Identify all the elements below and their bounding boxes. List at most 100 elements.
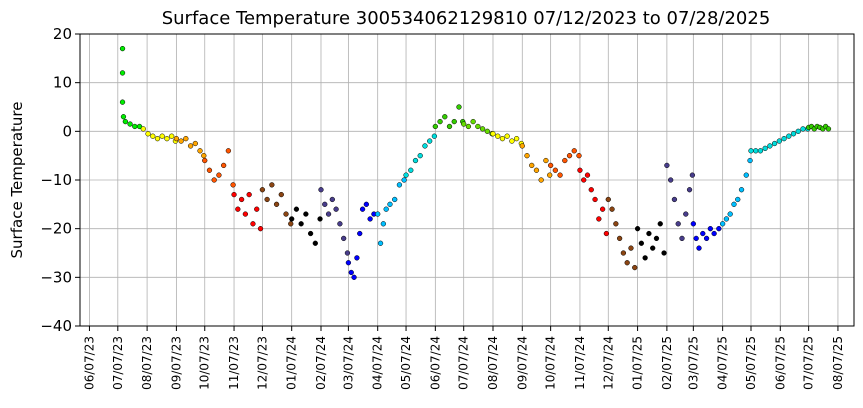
data-point <box>422 143 428 149</box>
data-point <box>298 221 304 227</box>
grid-lines <box>80 33 854 327</box>
data-point <box>800 126 806 132</box>
data-point <box>403 172 409 178</box>
data-point <box>679 235 685 242</box>
data-point <box>154 135 161 142</box>
data-point <box>317 216 323 222</box>
data-point <box>479 126 486 132</box>
chart-title: Surface Temperature 300534062129810 07/1… <box>162 8 771 29</box>
data-point <box>668 177 674 183</box>
data-point <box>795 128 801 134</box>
data-point <box>504 133 510 139</box>
data-point <box>259 187 266 193</box>
data-point <box>628 245 634 251</box>
data-point <box>136 123 143 130</box>
data-point <box>529 162 535 169</box>
x-tick-label: 06/07/23 <box>82 336 96 390</box>
data-point <box>225 148 232 154</box>
data-point <box>571 148 577 154</box>
data-point <box>140 126 146 132</box>
data-point <box>442 114 448 120</box>
data-point <box>312 240 318 246</box>
data-point <box>278 191 284 198</box>
data-point <box>333 206 339 212</box>
data-point <box>437 118 443 125</box>
data-point <box>173 135 180 142</box>
x-tick-label: 07/07/23 <box>111 336 125 390</box>
data-point <box>202 157 208 164</box>
data-point <box>524 153 530 159</box>
data-point <box>592 196 598 203</box>
x-tick-label: 09/07/23 <box>169 336 183 390</box>
x-tick-label: 11/07/23 <box>227 336 241 390</box>
data-point <box>566 153 573 159</box>
data-point <box>211 177 217 183</box>
data-point <box>197 148 203 154</box>
x-tick-label: 02/07/25 <box>660 336 674 390</box>
data-point <box>703 235 710 242</box>
data-point <box>363 201 370 207</box>
data-point <box>543 157 549 164</box>
data-point <box>337 221 343 227</box>
data-point <box>238 196 245 203</box>
data-point <box>119 99 126 105</box>
data-point <box>562 157 568 164</box>
data-point <box>150 133 156 139</box>
data-point <box>431 133 438 139</box>
data-point <box>646 230 652 237</box>
data-point <box>341 235 347 242</box>
data-point <box>427 138 433 144</box>
data-point <box>700 230 706 237</box>
x-tick-label: 12/07/23 <box>255 336 269 390</box>
y-tick-label: 0 <box>62 122 72 140</box>
x-tick-label: 01/07/24 <box>285 336 299 390</box>
data-point <box>727 211 733 217</box>
data-point <box>169 133 175 139</box>
data-point <box>634 226 641 232</box>
data-point <box>707 226 714 232</box>
data-point <box>250 221 256 227</box>
data-point <box>519 143 525 149</box>
x-tick-label: 09/07/24 <box>515 336 529 390</box>
x-tick-label: 12/07/24 <box>601 336 615 390</box>
data-point <box>711 230 717 237</box>
data-point <box>690 221 696 227</box>
data-point <box>345 260 352 266</box>
data-point <box>538 177 544 183</box>
x-tick-label: 06/07/24 <box>428 336 442 390</box>
data-point <box>748 148 754 154</box>
data-point <box>159 133 165 139</box>
x-tick-label: 08/07/25 <box>831 336 845 390</box>
data-point <box>269 182 275 188</box>
y-tick-label: 10 <box>53 74 72 92</box>
data-point <box>696 245 702 251</box>
data-point <box>145 131 151 137</box>
data-point <box>499 135 506 142</box>
data-point <box>392 196 398 203</box>
data-point <box>242 211 249 217</box>
data-point <box>119 70 126 76</box>
data-point <box>731 201 737 207</box>
data-point <box>367 216 373 222</box>
data-point <box>354 255 360 261</box>
data-point <box>246 191 252 198</box>
data-point <box>230 182 236 188</box>
data-point <box>613 221 619 227</box>
data-point <box>351 274 357 280</box>
data-point <box>120 114 127 120</box>
data-point <box>432 123 438 130</box>
data-point <box>675 221 681 227</box>
data-point <box>325 211 332 217</box>
data-point <box>357 230 363 237</box>
data-point <box>790 131 797 137</box>
x-tick-label: 07/07/25 <box>802 336 816 390</box>
data-point <box>509 138 515 144</box>
data-point <box>273 201 280 207</box>
data-point <box>609 206 615 212</box>
data-point <box>344 250 351 256</box>
data-point <box>461 121 467 127</box>
data-point <box>624 260 630 266</box>
data-point <box>283 211 289 217</box>
data-point <box>533 167 540 173</box>
data-point <box>786 133 792 139</box>
